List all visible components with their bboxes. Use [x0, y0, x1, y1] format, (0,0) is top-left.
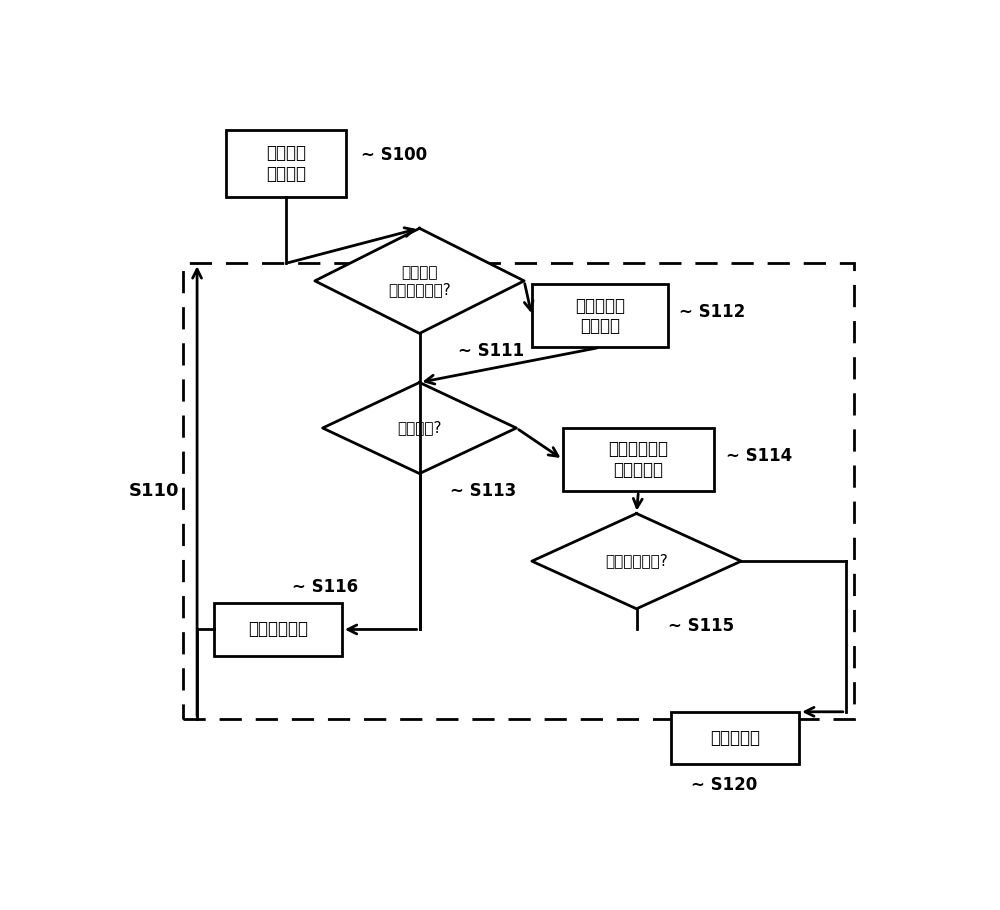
Text: 电子凭证失效: 电子凭证失效 — [248, 621, 308, 639]
Text: ∼ S113: ∼ S113 — [450, 482, 517, 500]
Text: 接收时效
规则设置: 接收时效 规则设置 — [266, 144, 306, 183]
FancyBboxPatch shape — [563, 428, 714, 491]
Text: ∼ S115: ∼ S115 — [668, 617, 734, 635]
Text: 履约信息?: 履约信息? — [397, 420, 442, 436]
Text: 进入解付期: 进入解付期 — [710, 729, 760, 747]
Text: 计算申请解付
时效新期限: 计算申请解付 时效新期限 — [608, 440, 668, 479]
FancyBboxPatch shape — [214, 603, 342, 656]
Text: ∼ S111: ∼ S111 — [458, 342, 524, 359]
FancyBboxPatch shape — [671, 712, 799, 764]
Text: ∼ S112: ∼ S112 — [679, 303, 745, 321]
FancyBboxPatch shape — [532, 284, 668, 348]
FancyBboxPatch shape — [226, 130, 346, 197]
Polygon shape — [532, 513, 741, 609]
Text: ∼ S100: ∼ S100 — [361, 146, 428, 164]
Polygon shape — [323, 382, 516, 473]
Text: ∼ S114: ∼ S114 — [726, 447, 792, 465]
Text: 申请解付请求?: 申请解付请求? — [605, 553, 668, 569]
Text: S110: S110 — [129, 482, 180, 500]
Text: ∼ S116: ∼ S116 — [292, 578, 358, 596]
Text: 确认接收
电子凭证信息?: 确认接收 电子凭证信息? — [388, 265, 451, 297]
Text: ∼ S120: ∼ S120 — [691, 776, 757, 794]
Text: 计算履约时
效新期限: 计算履约时 效新期限 — [575, 297, 625, 335]
Polygon shape — [315, 228, 524, 333]
